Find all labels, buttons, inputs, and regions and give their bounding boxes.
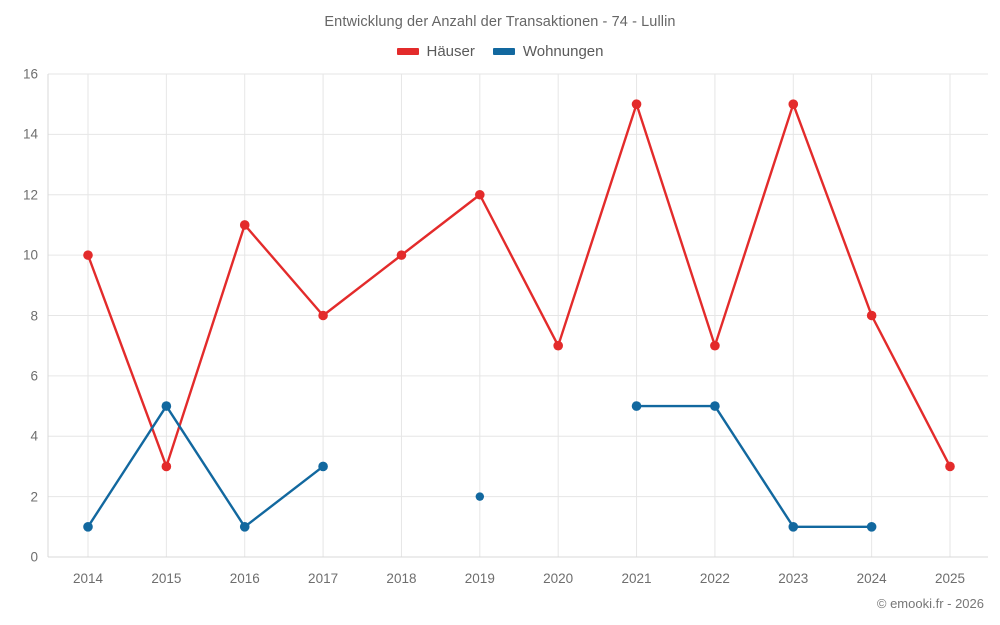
data-point-0-9[interactable] <box>788 99 799 109</box>
x-axis-tick-label: 2020 <box>543 571 574 586</box>
y-axis-tick-label: 6 <box>30 368 38 384</box>
data-point-0-1[interactable] <box>161 461 172 472</box>
legend-label: Häuser <box>426 43 475 60</box>
copyright-note: © emooki.fr - 2026 <box>876 596 984 611</box>
x-axis-tick-label: 2015 <box>151 571 182 586</box>
y-axis-tick-label: 16 <box>22 66 38 82</box>
data-point-0-3[interactable] <box>318 310 328 321</box>
data-point-1-10[interactable] <box>866 522 877 532</box>
data-point-1-7[interactable] <box>631 401 642 411</box>
y-axis-tick-label: 0 <box>30 549 38 565</box>
data-point-1-1[interactable] <box>161 401 172 411</box>
gridlines <box>48 73 988 558</box>
legend-item-0[interactable]: Häuser <box>396 43 475 60</box>
x-axis-tick-label: 2019 <box>464 571 495 586</box>
y-axis-tick-label: 14 <box>22 126 38 142</box>
series-line-1 <box>86 404 325 529</box>
data-point-0-0[interactable] <box>83 250 93 260</box>
axis-lines <box>47 74 988 558</box>
y-axis-tick-label: 12 <box>22 187 38 203</box>
data-point-0-7[interactable] <box>631 99 642 109</box>
data-point-1-3[interactable] <box>318 461 328 472</box>
legend-swatch-icon <box>396 48 419 55</box>
y-axis-tick-label: 10 <box>22 247 38 263</box>
x-axis-tick-label: 2017 <box>308 571 339 586</box>
data-point-1-5[interactable] <box>475 492 485 501</box>
data-point-0-4[interactable] <box>396 250 407 260</box>
x-axis-tick-label: 2018 <box>386 571 417 586</box>
x-axis-tick-label: 2021 <box>621 571 652 586</box>
legend-swatch-icon <box>492 48 515 55</box>
x-axis-tick-label: 2022 <box>699 571 730 586</box>
x-axis-tick-label: 2023 <box>778 571 809 586</box>
chart-title: Entwicklung der Anzahl der Transaktionen… <box>324 14 676 30</box>
data-point-0-2[interactable] <box>239 220 250 230</box>
x-axis-tick-label: 2016 <box>229 571 260 586</box>
data-point-1-0[interactable] <box>83 522 93 532</box>
data-point-1-8[interactable] <box>710 401 720 411</box>
series-line-1 <box>635 404 873 529</box>
data-series-layer <box>83 99 955 532</box>
legend-item-1[interactable]: Wohnungen <box>492 43 604 60</box>
data-point-1-2[interactable] <box>239 522 250 532</box>
x-axis-tick-label: 2014 <box>72 571 104 586</box>
data-point-1-9[interactable] <box>788 522 799 532</box>
x-axis-tick-label: 2025 <box>934 571 966 586</box>
y-axis-tick-label: 8 <box>30 308 38 323</box>
chart-legend: Häuser Wohnungen <box>0 43 1000 60</box>
y-axis-tick-label: 4 <box>30 428 38 444</box>
data-point-0-10[interactable] <box>866 310 877 321</box>
data-point-0-11[interactable] <box>945 461 955 472</box>
series-line-0 <box>86 102 952 468</box>
x-axis-tick-label: 2024 <box>856 571 887 586</box>
data-point-0-8[interactable] <box>710 340 720 351</box>
y-axis-tick-label: 2 <box>30 489 38 505</box>
data-point-0-5[interactable] <box>475 189 485 200</box>
data-point-0-6[interactable] <box>553 340 563 351</box>
legend-label: Wohnungen <box>522 43 604 60</box>
